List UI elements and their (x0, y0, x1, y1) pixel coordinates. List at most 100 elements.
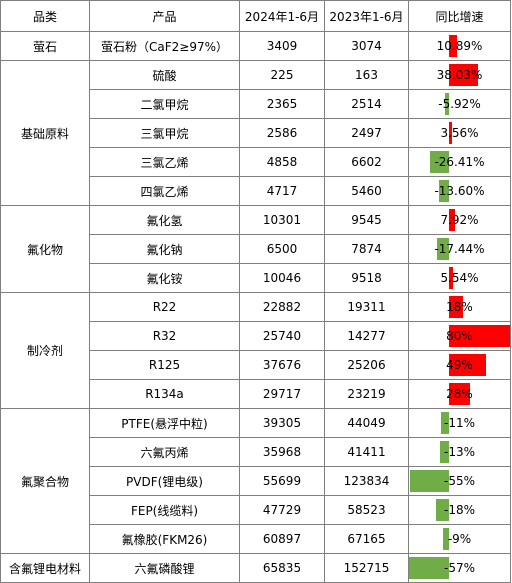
value-2024-cell: 2365 (239, 89, 325, 119)
growth-bar-positive (449, 383, 471, 405)
product-cell: R22 (89, 292, 240, 322)
growth-label: 38.03% (436, 68, 483, 82)
product-cell: 六氟丙烯 (89, 437, 240, 467)
value-2023-cell: 123834 (324, 466, 409, 496)
product-cell: 六氟磷酸锂 (89, 553, 240, 583)
header-category: 品类 (0, 0, 90, 32)
table-row: 含氟锂电材料 六氟磷酸锂 65835 152715 -57% (0, 553, 511, 583)
category-cell: 制冷剂 (0, 292, 90, 409)
growth-bar-positive (449, 325, 510, 347)
growth-cell: -26.41% (408, 147, 511, 177)
growth-label: -13% (443, 445, 475, 459)
table-row: 四氯乙烯 4717 5460 -13.60% (1, 176, 511, 206)
growth-bar-positive (449, 64, 478, 86)
value-2024-cell: 65835 (239, 553, 325, 583)
growth-bar-positive (449, 354, 487, 376)
value-2024-cell: 47729 (239, 495, 325, 525)
header-growth: 同比增速 (408, 0, 511, 32)
growth-label: -9% (447, 532, 472, 546)
category-cell: 含氟锂电材料 (0, 553, 90, 583)
value-2024-cell: 29717 (239, 379, 325, 409)
growth-bar-negative (444, 93, 449, 115)
growth-bar-negative (442, 528, 449, 550)
product-cell: 氟化氢 (89, 205, 240, 235)
header-2023: 2023年1-6月 (324, 0, 409, 32)
table-row: 氟聚合物 PTFE(悬浮中粒) 39305 44049 -11% (0, 408, 511, 554)
value-2023-cell: 6602 (324, 147, 409, 177)
growth-bar-negative (439, 441, 449, 463)
value-2024-cell: 39305 (239, 408, 325, 438)
growth-label: 49% (446, 358, 473, 372)
growth-label: -57% (443, 561, 475, 575)
growth-label: 7.92% (440, 213, 479, 227)
table-row: 六氟丙烯 35968 41411 -13% (1, 437, 511, 467)
growth-cell: -11% (408, 408, 511, 438)
value-2023-cell: 44049 (324, 408, 409, 438)
growth-cell: 7.92% (408, 205, 511, 235)
value-2023-cell: 19311 (324, 292, 409, 322)
growth-cell: -18% (408, 495, 511, 525)
growth-bar-negative (436, 499, 449, 521)
growth-cell: 10.89% (408, 31, 511, 61)
product-cell: 二氯甲烷 (89, 89, 240, 119)
header-row: 品类 产品 2024年1-6月 2023年1-6月 同比增速 (0, 0, 511, 32)
value-2023-cell: 3074 (324, 31, 409, 61)
value-2023-cell: 41411 (324, 437, 409, 467)
table-row: R125 37676 25206 49% (1, 350, 511, 380)
value-2024-cell: 35968 (239, 437, 325, 467)
value-2024-cell: 10301 (239, 205, 325, 235)
table-row: 氟化钠 6500 7874 -17.44% (1, 234, 511, 264)
growth-bar-negative (439, 180, 449, 202)
product-cell: 三氯乙烯 (89, 147, 240, 177)
table-row: 三氯甲烷 2586 2497 3.56% (1, 118, 511, 148)
growth-bar-negative (410, 470, 449, 492)
value-2024-cell: 225 (239, 60, 325, 90)
value-2023-cell: 23219 (324, 379, 409, 409)
header-2024: 2024年1-6月 (239, 0, 325, 32)
growth-bar-positive (449, 35, 458, 57)
value-2023-cell: 7874 (324, 234, 409, 264)
product-cell: 氟橡胶(FKM26) (89, 524, 240, 554)
value-2023-cell: 2514 (324, 89, 409, 119)
header-product: 产品 (89, 0, 240, 32)
value-2024-cell: 60897 (239, 524, 325, 554)
growth-cell: -5.92% (408, 89, 511, 119)
product-cell: 三氯甲烷 (89, 118, 240, 148)
table-body: 萤石 萤石粉（CaF2≥97%） 3409 3074 10.89% 基础原料 硫酸 225 16… (0, 31, 511, 583)
value-2023-cell: 67165 (324, 524, 409, 554)
growth-cell: 38.03% (408, 60, 511, 90)
value-2024-cell: 25740 (239, 321, 325, 351)
growth-label: 80% (446, 329, 473, 343)
growth-bar-positive (449, 267, 454, 289)
growth-label: -11% (443, 416, 475, 430)
growth-label: -18% (443, 503, 475, 517)
product-cell: FEP(线缆料) (89, 495, 240, 525)
table-row: 二氯甲烷 2365 2514 -5.92% (1, 89, 511, 119)
growth-cell: 49% (408, 350, 511, 380)
product-cell: PVDF(锂电级) (89, 466, 240, 496)
growth-label: -26.41% (434, 155, 485, 169)
value-2024-cell: 10046 (239, 263, 325, 293)
category-cell: 萤石 (0, 31, 90, 61)
table-row: 氟化物 氟化氢 10301 9545 7.92% (0, 205, 511, 293)
value-2023-cell: 25206 (324, 350, 409, 380)
value-2024-cell: 4717 (239, 176, 325, 206)
category-cell: 氟聚合物 (0, 408, 90, 554)
value-2023-cell: 58523 (324, 495, 409, 525)
value-2023-cell: 163 (324, 60, 409, 90)
growth-label: 28% (446, 387, 473, 401)
growth-cell: -57% (408, 553, 511, 583)
growth-cell: -55% (408, 466, 511, 496)
value-2024-cell: 55699 (239, 466, 325, 496)
growth-bar-positive (449, 296, 463, 318)
growth-cell: 18% (408, 292, 511, 322)
category-cell: 基础原料 (0, 60, 90, 206)
table-row: 三氯乙烯 4858 6602 -26.41% (1, 147, 511, 177)
value-2023-cell: 9545 (324, 205, 409, 235)
product-cell: R134a (89, 379, 240, 409)
growth-cell: -17.44% (408, 234, 511, 264)
table-row: 氟橡胶(FKM26) 60897 67165 -9% (1, 524, 511, 554)
category-cell: 氟化物 (0, 205, 90, 293)
